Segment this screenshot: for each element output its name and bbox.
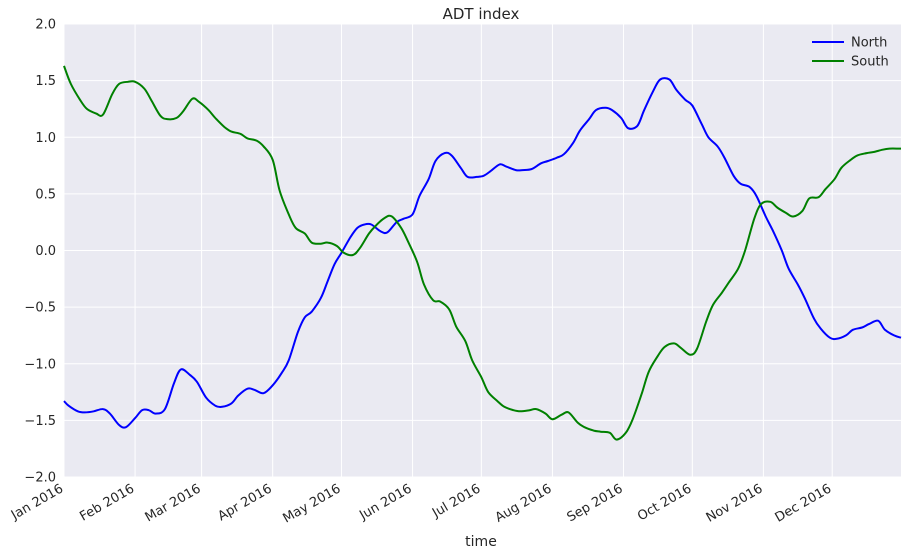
- chart-title: ADT index: [443, 5, 520, 23]
- x-tick-label: Jul 2016: [429, 481, 483, 521]
- y-tick-label: 0.0: [35, 244, 56, 259]
- x-tick-label: Aug 2016: [493, 481, 555, 525]
- y-tick-label: 2.0: [35, 18, 56, 33]
- x-axis-label: time: [465, 534, 497, 550]
- legend: North South: [812, 36, 889, 70]
- y-axis-ticks: −2.0 −1.5 −1.0 −0.5 0.0 0.5 1.0 1.5 2.0: [24, 18, 56, 486]
- x-tick-label: May 2016: [280, 481, 343, 526]
- series-lines: [63, 65, 902, 441]
- y-tick-label: 1.0: [35, 131, 56, 146]
- series-line-north: [63, 77, 902, 429]
- y-tick-label: −2.0: [24, 471, 56, 486]
- legend-label-south: South: [851, 55, 889, 70]
- x-tick-label: Jan 2016: [8, 481, 66, 523]
- x-tick-label: Dec 2016: [773, 481, 835, 525]
- x-tick-label: Oct 2016: [635, 481, 694, 524]
- y-tick-label: 0.5: [35, 187, 56, 202]
- x-tick-label: Apr 2016: [215, 481, 274, 524]
- y-tick-label: −1.5: [24, 414, 56, 429]
- x-tick-label: Mar 2016: [143, 481, 204, 525]
- x-tick-label: Feb 2016: [77, 481, 137, 524]
- y-tick-label: −1.0: [24, 357, 56, 372]
- x-tick-label: Nov 2016: [704, 481, 766, 525]
- y-tick-label: 1.5: [35, 74, 56, 89]
- x-axis-ticks: Jan 2016 Feb 2016 Mar 2016 Apr 2016 May 2016…: [8, 481, 834, 526]
- x-tick-label: Sep 2016: [565, 481, 626, 525]
- series-line-south: [63, 65, 901, 441]
- legend-label-north: North: [851, 36, 887, 51]
- x-tick-label: Jun 2016: [356, 481, 414, 523]
- y-tick-label: −0.5: [24, 301, 56, 316]
